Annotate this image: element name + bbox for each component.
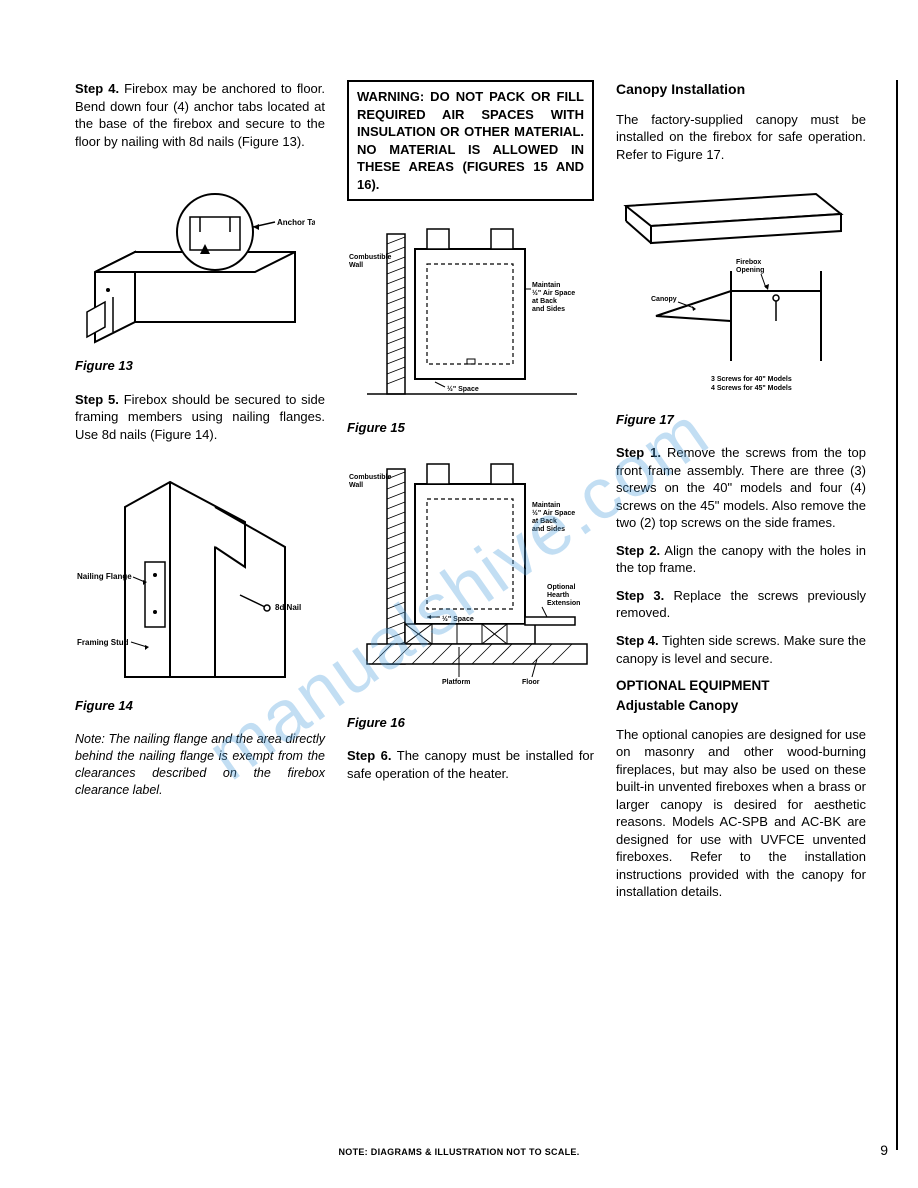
step4-label: Step 4. xyxy=(75,81,119,96)
fig17-screws2: 4 Screws for 45" Models xyxy=(711,385,792,392)
fig13-caption: Figure 13 xyxy=(75,357,325,375)
svg-text:at Back: at Back xyxy=(532,298,557,305)
optional-text: The optional canopies are designed for u… xyxy=(616,726,866,901)
column-1: Step 4. Firebox may be anchored to floor… xyxy=(75,80,325,913)
step4-para: Step 4. Firebox may be anchored to floor… xyxy=(75,80,325,150)
svg-text:Wall: Wall xyxy=(349,262,363,269)
column-3: Canopy Installation The factory-supplied… xyxy=(616,80,866,913)
footer-note: NOTE: DIAGRAMS & ILLUSTRATION NOT TO SCA… xyxy=(0,1146,918,1158)
fig14-framing-stud-label: Framing Stud xyxy=(77,638,129,647)
fig15-half-space: ½" Space xyxy=(447,385,479,393)
step5-label: Step 5. xyxy=(75,392,119,407)
figure-15-svg: Combustible Wall Maintain ½" Air Space a… xyxy=(347,219,597,409)
svg-text:½" Air Space: ½" Air Space xyxy=(532,509,575,517)
figure-14-svg: Nailing Flange Framing Stud 8d Nail xyxy=(75,467,315,687)
fig14-caption: Figure 14 xyxy=(75,697,325,715)
page-content: Step 4. Firebox may be anchored to floor… xyxy=(0,0,918,943)
figure-13-svg: Anchor Tab xyxy=(75,172,315,347)
adjustable-subheading: Adjustable Canopy xyxy=(616,697,866,715)
fig16-half-space: ½" Space xyxy=(442,615,474,623)
column-2: WARNING: DO NOT PACK OR FILL REQUIRED AI… xyxy=(343,80,598,913)
canopy-heading: Canopy Installation xyxy=(616,80,866,99)
fig17-canopy-label: Canopy xyxy=(651,296,677,303)
canopy-intro: The factory-supplied canopy must be inst… xyxy=(616,111,866,164)
step6-para: Step 6. The canopy must be installed for… xyxy=(347,747,594,782)
fig16-platform: Platform xyxy=(442,679,470,686)
fig16-caption: Figure 16 xyxy=(347,714,594,732)
figure-16-svg: Combustible Wall Maintain ½" Air Space a… xyxy=(347,459,597,704)
fig14-8d-nail-label: 8d Nail xyxy=(275,603,301,612)
fig16-combwall: Combustible xyxy=(349,474,391,481)
svg-text:Wall: Wall xyxy=(349,482,363,489)
fig15-caption: Figure 15 xyxy=(347,419,594,437)
warning-box: WARNING: DO NOT PACK OR FILL REQUIRED AI… xyxy=(347,80,594,201)
warning-text: WARNING: DO NOT PACK OR FILL REQUIRED AI… xyxy=(357,89,584,192)
c3-step1-label: Step 1. xyxy=(616,445,661,460)
figure-17: Firebox Opening Canopy 3 Screws for 40" … xyxy=(616,176,866,401)
c3-step3-label: Step 3. xyxy=(616,588,664,603)
fig15-combwall: Combustible xyxy=(349,254,391,261)
svg-text:at Back: at Back xyxy=(532,518,557,525)
figure-13: Anchor Tab xyxy=(75,172,325,347)
c3-step2-label: Step 2. xyxy=(616,543,660,558)
fig14-nailing-flange-label: Nailing Flange xyxy=(77,572,132,581)
fig17-caption: Figure 17 xyxy=(616,411,866,429)
figure-17-svg: Firebox Opening Canopy 3 Screws for 40" … xyxy=(616,176,856,401)
col1-note: Note: The nailing flange and the area di… xyxy=(75,731,325,799)
c3-step4-para: Step 4. Tighten side screws. Make sure t… xyxy=(616,632,866,667)
step5-para: Step 5. Firebox should be secured to sid… xyxy=(75,391,325,444)
optional-heading: OPTIONAL EQUIPMENT xyxy=(616,677,866,695)
svg-text:and Sides: and Sides xyxy=(532,306,565,313)
fig16-maintain: Maintain xyxy=(532,502,560,509)
figure-14: Nailing Flange Framing Stud 8d Nail xyxy=(75,467,325,687)
fig15-maintain: Maintain xyxy=(532,282,560,289)
figure-15: Combustible Wall Maintain ½" Air Space a… xyxy=(347,219,594,409)
fig16-hearth: Optional xyxy=(547,584,575,591)
svg-text:Extension: Extension xyxy=(547,600,580,607)
svg-text:½" Air Space: ½" Air Space xyxy=(532,289,575,297)
svg-text:Hearth: Hearth xyxy=(547,592,569,599)
svg-text:and Sides: and Sides xyxy=(532,526,565,533)
fig17-firebox-opening: Firebox xyxy=(736,259,761,266)
svg-text:Opening: Opening xyxy=(736,267,764,274)
c3-step2-para: Step 2. Align the canopy with the holes … xyxy=(616,542,866,577)
step6-label: Step 6. xyxy=(347,748,392,763)
figure-16: Combustible Wall Maintain ½" Air Space a… xyxy=(347,459,594,704)
fig13-anchor-tab-label: Anchor Tab xyxy=(277,218,315,227)
c3-step4-label: Step 4. xyxy=(616,633,659,648)
fig17-screws1: 3 Screws for 40" Models xyxy=(711,376,792,383)
c3-step1-para: Step 1. Remove the screws from the top f… xyxy=(616,444,866,532)
right-edge-border xyxy=(896,80,898,1150)
c3-step3-para: Step 3. Replace the screws previously re… xyxy=(616,587,866,622)
fig16-floor: Floor xyxy=(522,679,540,686)
page-number: 9 xyxy=(880,1141,888,1160)
